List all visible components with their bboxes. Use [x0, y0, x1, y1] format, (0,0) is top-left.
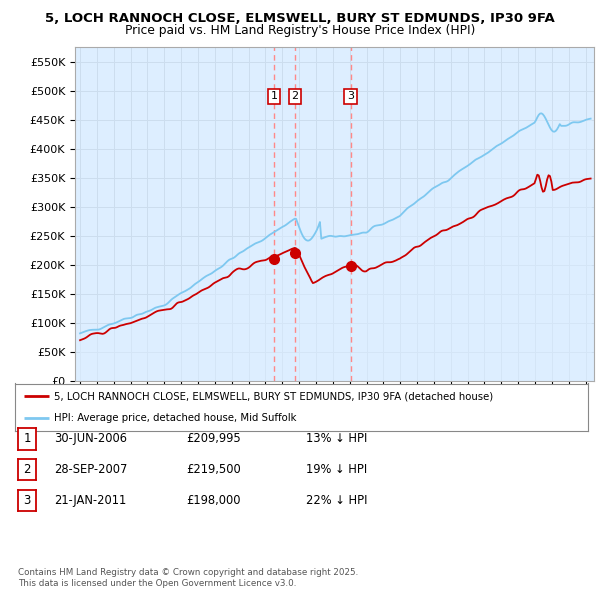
Text: Price paid vs. HM Land Registry's House Price Index (HPI): Price paid vs. HM Land Registry's House … [125, 24, 475, 37]
Text: 28-SEP-2007: 28-SEP-2007 [54, 463, 127, 476]
Text: 1: 1 [271, 91, 277, 101]
Text: 3: 3 [347, 91, 354, 101]
Text: 21-JAN-2011: 21-JAN-2011 [54, 494, 126, 507]
Text: 3: 3 [23, 494, 31, 507]
Text: £219,500: £219,500 [186, 463, 241, 476]
Text: HPI: Average price, detached house, Mid Suffolk: HPI: Average price, detached house, Mid … [54, 413, 296, 423]
Text: 2: 2 [23, 463, 31, 476]
Text: 30-JUN-2006: 30-JUN-2006 [54, 432, 127, 445]
Text: 13% ↓ HPI: 13% ↓ HPI [306, 432, 367, 445]
Text: £198,000: £198,000 [186, 494, 241, 507]
Text: 5, LOCH RANNOCH CLOSE, ELMSWELL, BURY ST EDMUNDS, IP30 9FA: 5, LOCH RANNOCH CLOSE, ELMSWELL, BURY ST… [45, 12, 555, 25]
Text: 19% ↓ HPI: 19% ↓ HPI [306, 463, 367, 476]
Text: 22% ↓ HPI: 22% ↓ HPI [306, 494, 367, 507]
Text: 1: 1 [23, 432, 31, 445]
Text: 2: 2 [292, 91, 298, 101]
Text: Contains HM Land Registry data © Crown copyright and database right 2025.
This d: Contains HM Land Registry data © Crown c… [18, 568, 358, 588]
Text: £209,995: £209,995 [186, 432, 241, 445]
Text: 5, LOCH RANNOCH CLOSE, ELMSWELL, BURY ST EDMUNDS, IP30 9FA (detached house): 5, LOCH RANNOCH CLOSE, ELMSWELL, BURY ST… [54, 391, 493, 401]
